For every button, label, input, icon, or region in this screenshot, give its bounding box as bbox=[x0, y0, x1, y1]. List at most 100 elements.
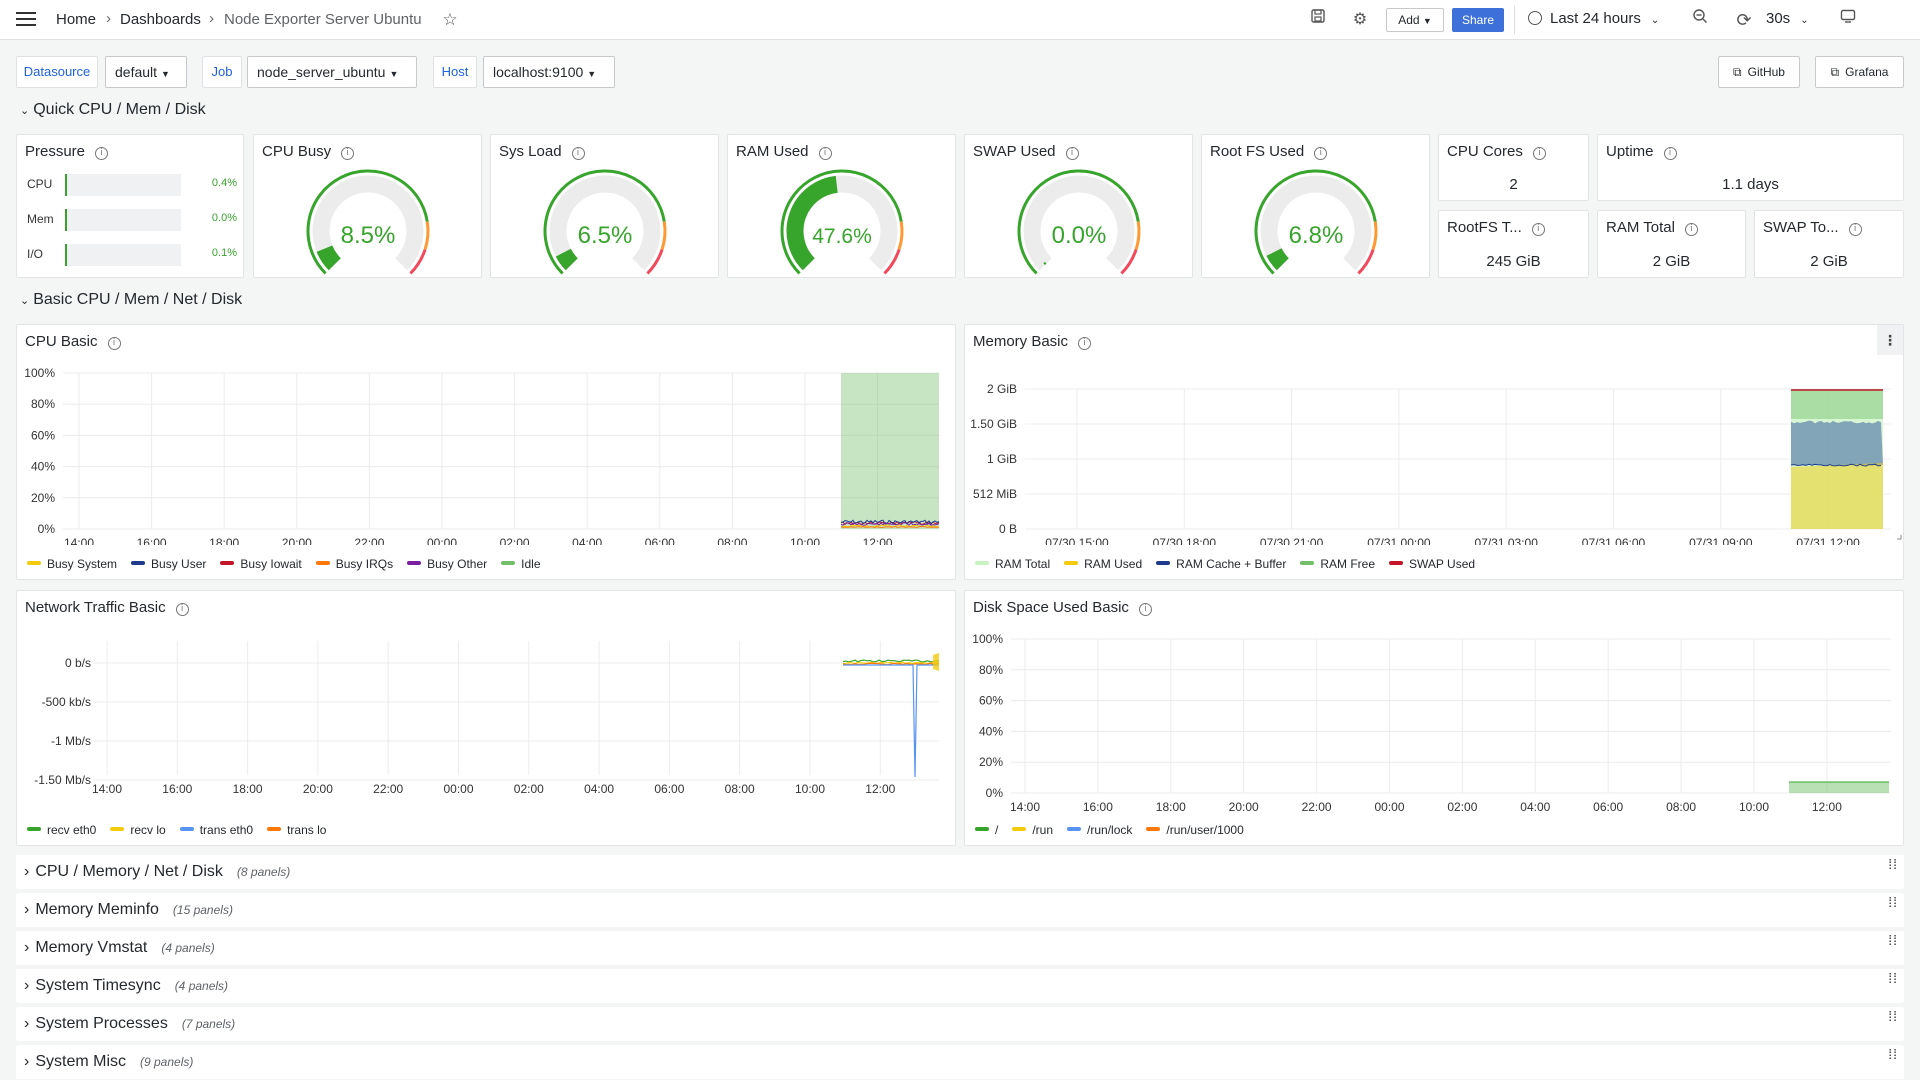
host-select[interactable]: localhost:9100 ▼ bbox=[483, 56, 615, 88]
panel-title: RootFS T... i bbox=[1447, 219, 1545, 236]
network-basic-chart[interactable]: 0 b/s -500 kb/s -1 Mb/s -1.50 Mb/s14:00 16:0… bbox=[17, 591, 957, 811]
x-tick-label: 20:00 bbox=[1229, 800, 1259, 811]
legend-item[interactable]: RAM Used bbox=[1064, 557, 1142, 571]
legend-item[interactable]: /run/user/1000 bbox=[1146, 823, 1244, 837]
info-icon[interactable]: i bbox=[1314, 147, 1328, 160]
save-icon[interactable] bbox=[1306, 8, 1330, 32]
legend-swatch bbox=[220, 561, 235, 565]
legend-label: RAM Total bbox=[995, 557, 1051, 571]
chevron-down-icon: ⌄ bbox=[1800, 15, 1809, 26]
legend-item[interactable]: Busy Iowait bbox=[220, 557, 302, 571]
gauge-threshold-green bbox=[543, 169, 666, 275]
drag-handle-icon[interactable]: ⁞⁞ bbox=[1888, 1008, 1898, 1024]
tv-mode-icon[interactable] bbox=[1836, 8, 1860, 32]
info-icon[interactable]: i bbox=[175, 603, 189, 616]
info-icon[interactable]: i bbox=[818, 147, 832, 160]
settings-gear-icon[interactable]: ⚙ bbox=[1352, 11, 1368, 28]
memory-basic-chart[interactable]: 2 GiB 1.50 GiB 1 GiB 512 MiB 0 B 07/30 15:00 0… bbox=[965, 325, 1905, 545]
info-icon[interactable]: i bbox=[1684, 223, 1698, 236]
row-basic-header[interactable]: ⌄ Basic CPU / Mem / Net / Disk bbox=[20, 291, 242, 309]
info-icon[interactable]: i bbox=[1531, 223, 1545, 236]
info-icon[interactable]: i bbox=[1532, 147, 1546, 160]
drag-handle-icon[interactable]: ⁞⁞ bbox=[1888, 932, 1898, 948]
refresh-interval-picker[interactable]: 30s ⌄ bbox=[1766, 10, 1809, 27]
legend-item[interactable]: trans eth0 bbox=[179, 823, 253, 837]
panel-menu-icon[interactable]: ⋮ bbox=[1877, 325, 1903, 355]
x-tick-label: 16:00 bbox=[162, 782, 192, 796]
pressure-panel: Pressure i CPU 0.4% Mem 0.0% I/O 0.1% bbox=[16, 134, 244, 278]
legend-item[interactable]: /run bbox=[1012, 823, 1053, 837]
ram-total-value: 2 GiB bbox=[1652, 253, 1691, 270]
cpu-basic-chart[interactable]: 100% 80% 60% 40% 20% 0% 14:00 16:00 18:00 20:00 22… bbox=[17, 325, 957, 545]
legend-item[interactable]: RAM Cache + Buffer bbox=[1156, 557, 1286, 571]
collapsed-row[interactable]: › System Misc (9 panels) ⁞⁞ bbox=[16, 1045, 1904, 1079]
legend-item[interactable]: Busy IRQs bbox=[315, 557, 393, 571]
x-tick-label: 20:00 bbox=[303, 782, 333, 796]
gauge-threshold-red bbox=[1357, 249, 1375, 275]
disk-basic-title: Disk Space Used Basic bbox=[973, 599, 1129, 616]
legend-item[interactable]: recv lo bbox=[110, 823, 166, 837]
info-icon[interactable]: i bbox=[1663, 147, 1677, 160]
drag-handle-icon[interactable]: ⁞⁞ bbox=[1888, 1046, 1898, 1062]
pressure-bar-fill bbox=[65, 209, 67, 231]
collapsed-row[interactable]: › Memory Vmstat (4 panels) ⁞⁞ bbox=[16, 931, 1904, 965]
legend-swatch bbox=[1389, 561, 1404, 565]
y-tick-label: 2 GiB bbox=[987, 382, 1017, 396]
y-tick-label: 40% bbox=[31, 460, 55, 474]
refresh-icon[interactable]: ⟳ bbox=[1736, 10, 1752, 30]
info-icon[interactable]: i bbox=[1065, 147, 1079, 160]
menu-icon[interactable] bbox=[16, 12, 36, 28]
gauge-panel: RAM Used i 47.6% bbox=[727, 134, 956, 278]
collapsed-row[interactable]: › System Processes (7 panels) ⁞⁞ bbox=[16, 1007, 1904, 1041]
info-icon[interactable]: i bbox=[1848, 223, 1862, 236]
disk-basic-chart[interactable]: 100% 80% 60% 40% 20% 0% 14:00 16:00 18:00 20:00 22… bbox=[965, 591, 1905, 811]
info-icon[interactable]: i bbox=[1138, 603, 1152, 616]
busy-irqs-line bbox=[840, 525, 939, 529]
collapsed-row[interactable]: › Memory Meminfo (15 panels) ⁞⁞ bbox=[16, 893, 1904, 927]
zoom-out-icon[interactable] bbox=[1688, 8, 1712, 32]
legend-label: RAM Cache + Buffer bbox=[1176, 557, 1287, 571]
info-icon[interactable]: i bbox=[107, 337, 121, 350]
legend-item[interactable]: trans lo bbox=[267, 823, 326, 837]
legend-label: SWAP Used bbox=[1409, 557, 1476, 571]
x-tick-label: 06:00 bbox=[645, 536, 675, 545]
rootfs-total-title: RootFS T... bbox=[1447, 219, 1522, 236]
share-button[interactable]: Share bbox=[1452, 8, 1504, 32]
breadcrumb-dashboards[interactable]: Dashboards bbox=[120, 11, 201, 28]
legend-item[interactable]: SWAP Used bbox=[1389, 557, 1475, 571]
y-tick-label: 60% bbox=[979, 694, 1003, 708]
info-icon[interactable]: i bbox=[1078, 337, 1092, 350]
drag-handle-icon[interactable]: ⁞⁞ bbox=[1888, 856, 1898, 872]
legend-item[interactable]: /run/lock bbox=[1067, 823, 1132, 837]
collapsed-row[interactable]: › CPU / Memory / Net / Disk (8 panels) ⁞⁞ bbox=[16, 855, 1904, 889]
time-range-picker[interactable]: Last 24 hours ⌄ bbox=[1528, 10, 1659, 30]
drag-handle-icon[interactable]: ⁞⁞ bbox=[1888, 894, 1898, 910]
row-quick-header[interactable]: ⌄ Quick CPU / Mem / Disk bbox=[20, 101, 206, 119]
legend-item[interactable]: RAM Free bbox=[1300, 557, 1375, 571]
collapsed-row[interactable]: › System Timesync (4 panels) ⁞⁞ bbox=[16, 969, 1904, 1003]
legend-item[interactable]: Idle bbox=[501, 557, 541, 571]
legend-item[interactable]: recv eth0 bbox=[27, 823, 96, 837]
info-icon[interactable]: i bbox=[95, 147, 109, 160]
gauge-value: 6.8% bbox=[1289, 222, 1344, 249]
star-icon[interactable]: ☆ bbox=[442, 10, 458, 29]
drag-handle-icon[interactable]: ⁞⁞ bbox=[1888, 970, 1898, 986]
datasource-select[interactable]: default ▼ bbox=[105, 56, 187, 88]
legend-item[interactable]: Busy System bbox=[27, 557, 117, 571]
legend-item[interactable]: / bbox=[975, 823, 998, 837]
datasource-variable-label: Datasource bbox=[16, 56, 98, 88]
legend-swatch bbox=[179, 827, 194, 831]
x-tick-label: 02:00 bbox=[1447, 800, 1477, 811]
grafana-link-button[interactable]: ⧉ Grafana bbox=[1815, 56, 1904, 88]
github-link-button[interactable]: ⧉ GitHub bbox=[1718, 56, 1800, 88]
job-select[interactable]: node_server_ubuntu ▼ bbox=[247, 56, 417, 88]
info-icon[interactable]: i bbox=[571, 147, 585, 160]
legend-item[interactable]: Busy Other bbox=[407, 557, 487, 571]
legend-item[interactable]: RAM Total bbox=[975, 557, 1050, 571]
breadcrumb-home[interactable]: Home bbox=[56, 11, 97, 28]
legend-item[interactable]: Busy User bbox=[131, 557, 206, 571]
legend-label: Busy Iowait bbox=[240, 557, 302, 571]
info-icon[interactable]: i bbox=[341, 147, 355, 160]
legend-label: /run/lock bbox=[1087, 823, 1133, 837]
add-button[interactable]: Add ▼ bbox=[1386, 8, 1444, 32]
